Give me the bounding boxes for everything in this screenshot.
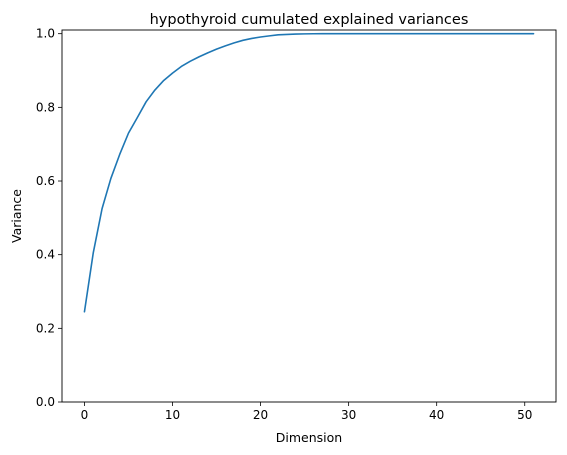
x-tick-label: 20	[253, 408, 268, 422]
y-axis-label: Variance	[9, 189, 24, 243]
y-tick-label: 0.0	[36, 395, 55, 409]
y-tick-label: 0.2	[36, 321, 55, 335]
y-tick-label: 1.0	[36, 27, 55, 41]
y-tick-label: 0.6	[36, 174, 55, 188]
x-tick-label: 30	[341, 408, 356, 422]
y-tick-label: 0.8	[36, 100, 55, 114]
chart-title: hypothyroid cumulated explained variance…	[150, 12, 469, 28]
x-axis-label: Dimension	[276, 430, 342, 445]
x-tick-label: 50	[517, 408, 532, 422]
x-tick-label: 0	[81, 408, 89, 422]
plot-frame	[61, 29, 557, 403]
x-tick-label: 40	[429, 408, 444, 422]
x-tick-label: 10	[165, 408, 180, 422]
cumulative-variance-line	[83, 32, 535, 313]
y-tick-label: 0.4	[36, 248, 55, 262]
axis-ticks: 0 10 20 30 40 50 0.0 0.2 0.4 0.6 0.8 1.0	[36, 27, 532, 422]
